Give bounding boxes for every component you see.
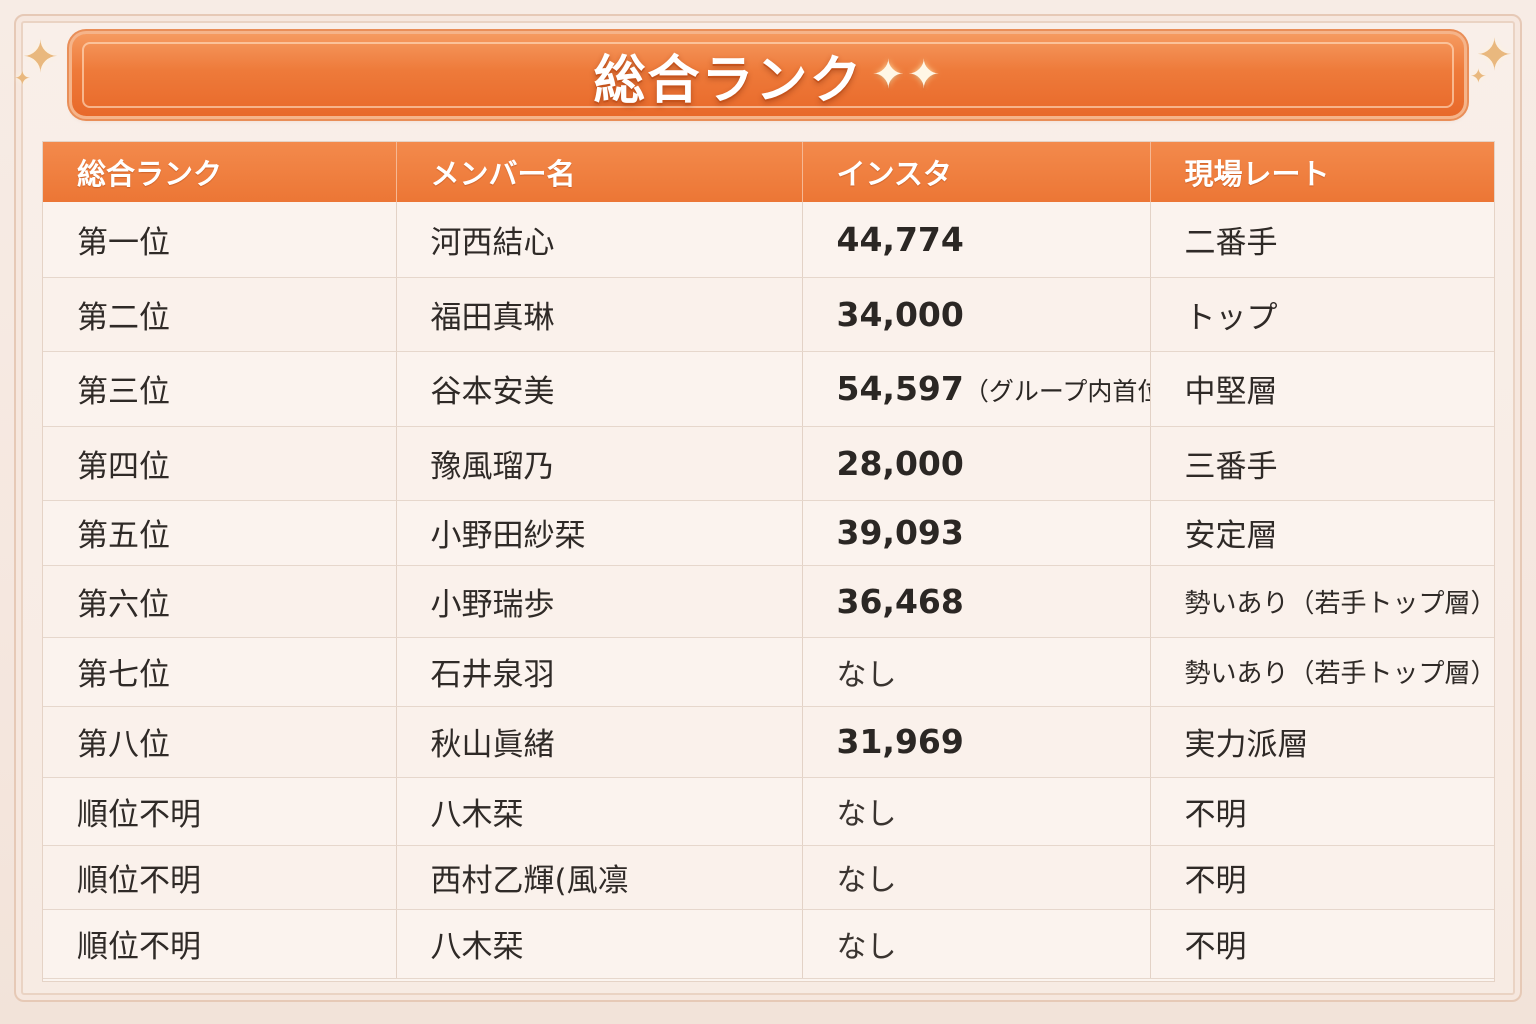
rank-cell: 第七位 xyxy=(43,637,397,707)
table-row: 第五位 小野田紗栞 39,093 安定層 xyxy=(43,500,1494,566)
table-row: 第七位 石井泉羽 なし 勢いあり（若手トップ層） xyxy=(43,637,1494,707)
rate-cell: 実力派層 xyxy=(1150,706,1494,778)
instagram-count: 28,000 xyxy=(836,443,964,483)
rate-cell: 不明 xyxy=(1150,909,1494,979)
member-name-cell: 小野瑞歩 xyxy=(396,565,803,638)
ranking-table: 総合ランク メンバー名 インスタ 現場レート 第一位 河西結心 44,774 二… xyxy=(43,142,1494,979)
member-name-cell: 福田真琳 xyxy=(396,277,803,352)
sparkle-icon: ✦ xyxy=(14,66,31,90)
page-title: 総合ランク xyxy=(593,50,864,111)
table-row: 順位不明 八木栞 なし 不明 xyxy=(43,777,1494,846)
rate-cell: 不明 xyxy=(1150,845,1494,910)
table-row: 順位不明 八木栞 なし 不明 xyxy=(43,909,1494,979)
instagram-cell: 31,969 xyxy=(802,706,1151,778)
table-row: 第六位 小野瑞歩 36,468 勢いあり（若手トップ層） xyxy=(43,565,1494,638)
instagram-note: （グループ内首位） xyxy=(963,377,1149,406)
table-row: 第一位 河西結心 44,774 二番手 xyxy=(43,202,1494,278)
instagram-count: なし xyxy=(836,929,897,965)
rate-cell: 安定層 xyxy=(1150,500,1494,566)
ranking-table-container: 総合ランク メンバー名 インスタ 現場レート 第一位 河西結心 44,774 二… xyxy=(42,141,1495,982)
rank-cell: 第四位 xyxy=(43,426,397,501)
member-name-cell: 八木栞 xyxy=(396,909,803,979)
rate-cell: 勢いあり（若手トップ層） xyxy=(1150,637,1494,707)
sparkle-icon: ✦✦ xyxy=(871,52,943,98)
instagram-count: なし xyxy=(836,657,897,693)
instagram-count: 36,468 xyxy=(836,581,964,621)
table-row: 第二位 福田真琳 34,000 トップ xyxy=(43,277,1494,352)
rank-cell: 第二位 xyxy=(43,277,397,352)
page-title-wrap: 総合ランク ✦✦ xyxy=(72,34,1464,116)
member-name-cell: 小野田紗栞 xyxy=(396,500,803,566)
sparkle-icon: ✦ xyxy=(22,32,59,83)
instagram-cell: 28,000 xyxy=(802,426,1151,501)
header-instagram: インスタ xyxy=(802,142,1151,202)
rank-cell: 第五位 xyxy=(43,500,397,566)
sparkle-icon: ✦ xyxy=(1476,30,1513,81)
rank-cell: 第一位 xyxy=(43,202,397,278)
instagram-cell: なし xyxy=(802,637,1151,707)
rank-cell: 第六位 xyxy=(43,565,397,638)
instagram-cell: 34,000 xyxy=(802,277,1151,352)
rate-cell: 勢いあり（若手トップ層） xyxy=(1150,565,1494,638)
table-row: 順位不明 西村乙輝(風凛 なし 不明 xyxy=(43,845,1494,910)
member-name-cell: 豫風瑠乃 xyxy=(396,426,803,501)
header-member-name: メンバー名 xyxy=(396,142,803,202)
rate-cell: 不明 xyxy=(1150,777,1494,846)
header-rate: 現場レート xyxy=(1150,142,1494,202)
rank-cell: 順位不明 xyxy=(43,845,397,910)
member-name-cell: 河西結心 xyxy=(396,202,803,278)
rank-cell: 順位不明 xyxy=(43,777,397,846)
instagram-count: 34,000 xyxy=(836,294,964,334)
instagram-count: 54,597 xyxy=(836,369,964,408)
header-rank: 総合ランク xyxy=(43,142,397,202)
instagram-cell: なし xyxy=(802,777,1151,846)
title-banner: 総合ランク ✦✦ xyxy=(72,34,1464,116)
instagram-count: 31,969 xyxy=(836,722,964,761)
instagram-count: 44,774 xyxy=(836,219,964,259)
rank-cell: 第八位 xyxy=(43,706,397,778)
table-header-row: 総合ランク メンバー名 インスタ 現場レート xyxy=(43,142,1494,202)
rate-cell: 中堅層 xyxy=(1150,351,1494,427)
table-row: 第四位 豫風瑠乃 28,000 三番手 xyxy=(43,426,1494,501)
banner-border xyxy=(82,42,1454,108)
table-row: 第八位 秋山眞緒 31,969 実力派層 xyxy=(43,706,1494,778)
instagram-count: なし xyxy=(836,797,897,832)
rank-cell: 第三位 xyxy=(43,351,397,427)
instagram-cell: 44,774 xyxy=(802,202,1151,278)
member-name-cell: 石井泉羽 xyxy=(396,637,803,707)
instagram-count: 39,093 xyxy=(836,513,964,552)
instagram-count: なし xyxy=(836,863,897,898)
instagram-cell: なし xyxy=(802,845,1151,910)
instagram-cell: 36,468 xyxy=(802,565,1151,638)
member-name-cell: 八木栞 xyxy=(396,777,803,846)
member-name-cell: 秋山眞緒 xyxy=(396,706,803,778)
instagram-cell: 39,093 xyxy=(802,500,1151,566)
table-row: 第三位 谷本安美 54,597（グループ内首位） 中堅層 xyxy=(43,351,1494,427)
rate-cell: 二番手 xyxy=(1150,202,1494,278)
rate-cell: トップ xyxy=(1150,277,1494,352)
member-name-cell: 西村乙輝(風凛 xyxy=(396,845,803,910)
member-name-cell: 谷本安美 xyxy=(396,351,803,427)
sparkle-icon: ✦ xyxy=(1470,64,1487,88)
instagram-cell: 54,597（グループ内首位） xyxy=(802,351,1151,427)
instagram-cell: なし xyxy=(802,909,1151,979)
rate-cell: 三番手 xyxy=(1150,426,1494,501)
rank-cell: 順位不明 xyxy=(43,909,397,979)
